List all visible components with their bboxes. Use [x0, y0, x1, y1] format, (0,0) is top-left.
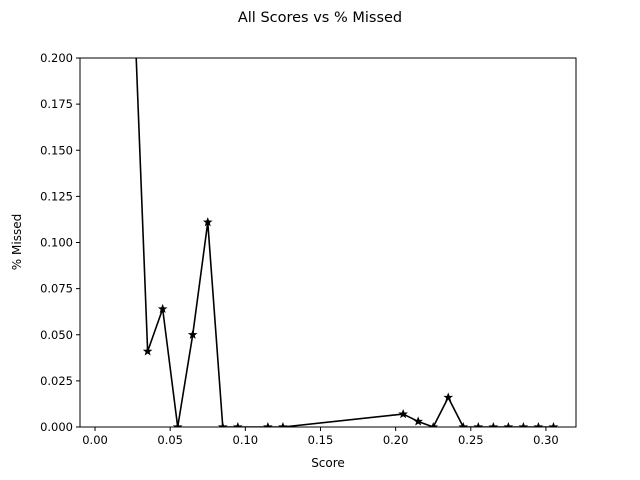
data-point-marker: [413, 416, 423, 426]
data-point-marker: [157, 303, 168, 314]
y-tick-label: 0.100: [40, 236, 73, 250]
plot-frame: [79, 57, 577, 428]
data-point-marker: [172, 421, 183, 427]
series-markers: [142, 217, 559, 427]
x-tick-label: 0.15: [308, 433, 334, 447]
y-axis-ticks: 0.000 0.025 0.050 0.075 0.100 0.125 0.150 0.175…: [40, 51, 80, 434]
y-tick-label: 0.075: [40, 282, 73, 296]
data-point-marker: [142, 346, 153, 356]
data-point-marker: [263, 421, 273, 427]
data-point-marker: [533, 421, 544, 427]
x-tick-label: 0.05: [157, 433, 183, 447]
x-tick-label: 0.00: [82, 433, 108, 447]
y-axis-label: % Missed: [10, 214, 24, 270]
data-point-marker: [548, 421, 559, 427]
x-axis-label: Score: [311, 456, 345, 470]
x-tick-label: 0.20: [383, 433, 409, 447]
chart-title: All Scores vs % Missed: [238, 10, 402, 26]
x-tick-label: 0.25: [458, 433, 484, 447]
data-point-marker: [428, 421, 439, 427]
y-tick-label: 0.050: [40, 328, 73, 342]
x-tick-label: 0.30: [533, 433, 559, 447]
data-point-marker: [473, 421, 484, 427]
data-point-marker: [233, 421, 243, 427]
data-point-marker: [503, 421, 514, 427]
data-point-marker: [398, 409, 408, 419]
y-tick-label: 0.200: [40, 51, 73, 65]
y-tick-label: 0.025: [40, 374, 73, 388]
y-tick-label: 0.125: [40, 189, 73, 203]
data-point-marker: [217, 421, 228, 427]
data-point-marker: [202, 217, 213, 227]
data-point-marker: [458, 421, 469, 427]
x-axis-ticks: 0.00 0.05 0.10 0.15 0.20 0.25 0.30: [82, 427, 559, 447]
data-point-marker: [278, 421, 288, 427]
data-point-marker: [443, 392, 454, 402]
x-tick-label: 0.10: [233, 433, 259, 447]
data-point-marker: [488, 421, 499, 427]
data-point-marker: [518, 421, 529, 427]
y-tick-label: 0.175: [40, 97, 73, 111]
y-tick-label: 0.150: [40, 143, 73, 157]
data-point-marker: [187, 329, 198, 339]
y-tick-label: 0.000: [40, 420, 73, 434]
